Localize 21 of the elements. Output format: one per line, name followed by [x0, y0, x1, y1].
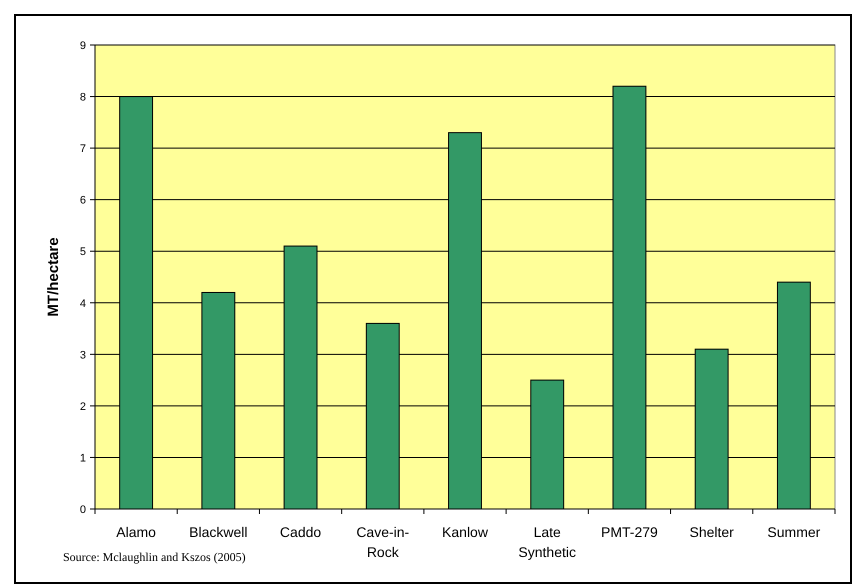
x-tick-label: Alamo: [116, 524, 156, 540]
y-axis-title: MT/hectare: [45, 237, 62, 317]
source-note: Source: Mclaughlin and Kszos (2005): [63, 550, 246, 564]
x-tick-label: Summer: [767, 524, 821, 540]
x-tick-label: Shelter: [689, 524, 734, 540]
x-tick-label: Kanlow: [442, 524, 489, 540]
x-tick-label: Caddo: [280, 524, 322, 540]
y-tick-label: 3: [80, 349, 86, 362]
x-tick-label: Cave-in-Rock: [356, 524, 410, 560]
y-tick-label: 7: [80, 143, 86, 156]
y-tick-label: 4: [80, 298, 86, 310]
x-tick-label: Blackwell: [189, 524, 248, 540]
x-tick-label: PMT-279: [601, 524, 658, 540]
y-tick-label: 5: [80, 246, 86, 258]
y-tick-label: 1: [80, 452, 86, 464]
y-tick-label: 9: [80, 40, 86, 52]
y-tick-label: 0: [80, 504, 86, 516]
y-tick-label: 6: [80, 194, 86, 207]
y-tick-label: 8: [80, 92, 86, 104]
x-tick-label: Late Synthetic: [518, 524, 576, 560]
y-tick-label: 2: [80, 400, 86, 413]
